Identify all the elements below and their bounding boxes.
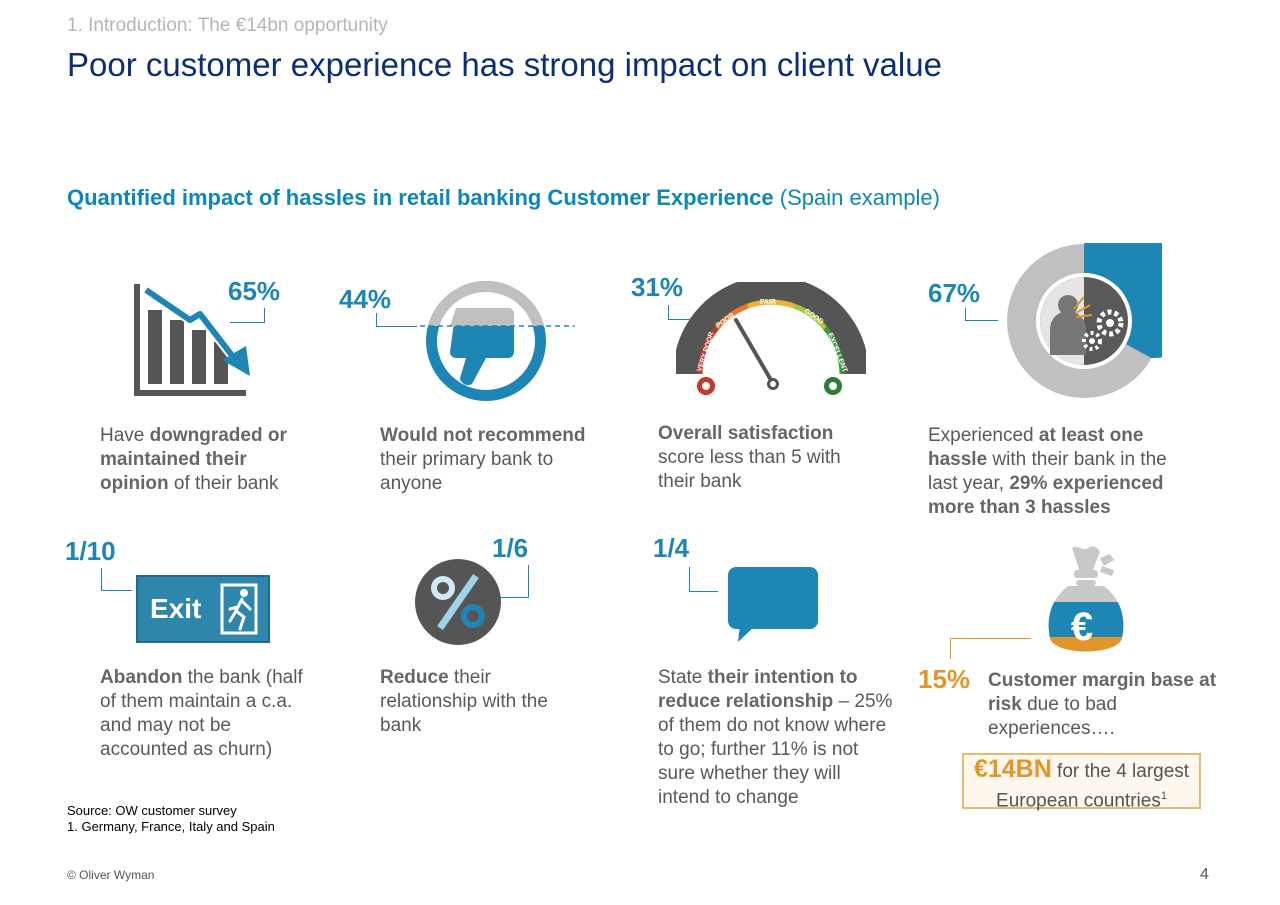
callout-line xyxy=(101,568,132,591)
desc-bold: Customer margin base at risk xyxy=(988,670,1217,715)
copyright: © Oliver Wyman xyxy=(67,868,155,882)
stat-description: Customer margin base at risk due to bad … xyxy=(988,669,1218,741)
stat-value-hassle: 67% xyxy=(928,278,981,308)
gauge-label-fair: FAIR xyxy=(760,299,776,306)
desc-pre: Experienced xyxy=(928,425,1039,446)
risk-text: for the 4 largest European countries xyxy=(996,761,1190,812)
stat-value-intention: 1/4 xyxy=(653,533,690,563)
callout-line xyxy=(965,308,998,321)
euro-symbol: € xyxy=(1071,605,1093,649)
speech-bubble-icon xyxy=(728,567,818,642)
source-note: Source: OW customer survey xyxy=(67,803,237,818)
desc-pre: Have xyxy=(100,425,150,446)
desc-bold: 29% experienced more than 3 hassles xyxy=(928,473,1164,518)
stat-value: 65% xyxy=(228,276,281,306)
risk-footnote-ref: 1 xyxy=(1160,790,1167,802)
desc-post: the bank (half of them maintain a c.a. a… xyxy=(100,667,303,760)
percent-icon xyxy=(415,559,501,645)
desc-bold: Reduce xyxy=(380,667,449,688)
subtitle-bold: Quantified impact of hassles in retail b… xyxy=(67,185,774,210)
desc-mid: with their bank in the last year, xyxy=(928,449,1167,494)
exit-label: Exit xyxy=(150,593,202,624)
stat-description: Overall satisfaction score less than 5 w… xyxy=(658,422,878,494)
desc-bold: at least one hassle xyxy=(928,425,1144,470)
callout-line xyxy=(376,313,417,327)
stat-value-not-recommend: 44% xyxy=(339,284,392,314)
stat-description: State their intention to reduce relation… xyxy=(658,666,893,810)
stat-description: Reduce their relationship with the bank xyxy=(380,666,550,738)
stat-value-margin: 15% xyxy=(918,664,971,694)
page-number: 4 xyxy=(1200,866,1209,883)
callout-line xyxy=(689,567,718,592)
chart-subtitle: Quantified impact of hassles in retail b… xyxy=(67,185,940,211)
desc-bold: Abandon xyxy=(100,667,183,688)
money-bag-euro-icon: € xyxy=(1048,546,1124,652)
frustrated-person-gears-icon xyxy=(1050,295,1124,355)
desc-post: – 25% of them do not know where to go; f… xyxy=(658,691,893,808)
desc-post: their primary bank to anyone xyxy=(380,449,554,494)
desc-post: of their bank xyxy=(168,473,279,494)
callout-line-orange xyxy=(950,638,1031,659)
risk-box-text: €14BN for the 4 largest European countri… xyxy=(964,757,1199,813)
page-title: Poor customer experience has strong impa… xyxy=(67,46,942,83)
desc-pre: State xyxy=(658,667,708,688)
subtitle-rest: (Spain example) xyxy=(773,185,940,210)
desc-bold: Would not recommend xyxy=(380,425,586,446)
exit-sign-icon: Exit xyxy=(136,575,270,643)
stat-description: Have downgraded or maintained their opin… xyxy=(100,424,310,496)
gauge-icon: VERY POOR POOR FAIR GOOD EXCELLENT xyxy=(676,282,866,395)
desc-bold: their intention to reduce relationship xyxy=(658,667,858,712)
stat-value-satisfaction: 31% xyxy=(631,272,684,302)
stat-value-abandon: 1/10 xyxy=(65,536,116,566)
desc-post: score less than 5 with their bank xyxy=(658,447,841,492)
thumbs-down-icon xyxy=(420,281,575,401)
callout-line xyxy=(500,565,529,598)
stat-description: Experienced at least one hassle with the… xyxy=(928,424,1198,520)
stat-downgraded: 65% xyxy=(100,270,320,510)
stat-value-reduce: 1/6 xyxy=(492,533,529,563)
declining-chart-icon xyxy=(134,284,250,396)
desc-post: their relationship with the bank xyxy=(380,667,548,736)
desc-bold: downgraded or maintained their opinion xyxy=(100,425,287,494)
footnote-1: 1. Germany, France, Italy and Spain xyxy=(67,819,275,834)
stat-description: Would not recommend their primary bank t… xyxy=(380,424,610,496)
desc-post: due to bad experiences…. xyxy=(988,694,1117,739)
risk-amount-box: €14BN for the 4 largest European countri… xyxy=(962,753,1201,811)
running-man-icon xyxy=(220,583,258,635)
risk-amount: €14BN xyxy=(973,755,1052,783)
callout-line xyxy=(230,308,265,323)
hassle-donut xyxy=(1007,243,1162,398)
desc-bold: Overall satisfaction xyxy=(658,423,834,444)
stat-description: Abandon the bank (half of them maintain … xyxy=(100,666,315,762)
callout-line xyxy=(668,305,707,320)
section-label: 1. Introduction: The €14bn opportunity xyxy=(67,15,388,36)
